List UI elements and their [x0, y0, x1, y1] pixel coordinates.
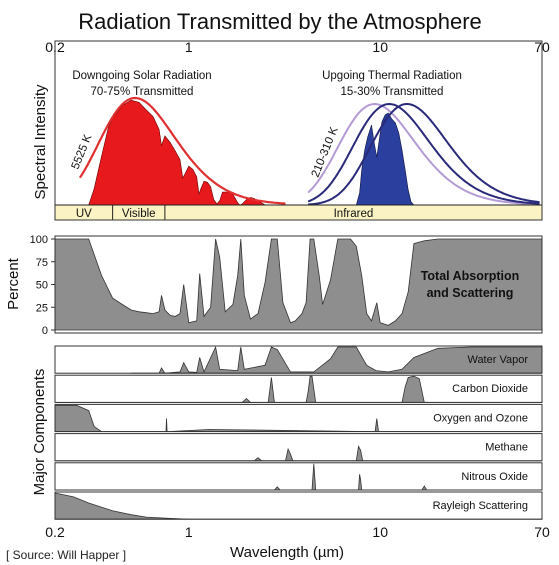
- source-note: [ Source: Will Happer ]: [6, 548, 126, 562]
- component-row-background: [55, 404, 542, 432]
- component-row-frame: [54, 345, 543, 374]
- absorption-area: [54, 238, 543, 331]
- absorption-y-tick-25: 25: [36, 302, 48, 314]
- component-area-water-vapor: [131, 345, 543, 374]
- bottom-x-tick-1: 1: [185, 524, 193, 540]
- top-x-tick-1: 1: [185, 39, 193, 55]
- components-y-label: Major Components: [31, 369, 48, 496]
- component-row-frame: [54, 462, 543, 491]
- blackbody-curve-thermal-260: [307, 102, 540, 205]
- solar-sub-label: 70-75% Transmitted: [91, 86, 194, 98]
- bottom-x-tick-10: 10: [372, 524, 388, 540]
- absorption-y-tick-0: 0: [42, 325, 48, 337]
- component-label: Carbon Dioxide: [452, 383, 528, 395]
- band-label-visible: Visible: [122, 208, 156, 220]
- component-label: Water Vapor: [467, 354, 528, 366]
- thermal-transmitted-area: [355, 112, 415, 206]
- component-row-background: [55, 492, 542, 520]
- top-x-tick-0.2: 0.2: [45, 39, 65, 55]
- component-row-frame: [54, 403, 543, 433]
- component-row-background: [55, 433, 542, 461]
- component-label: Oxygen and Ozone: [433, 412, 528, 424]
- absorption-y-label: Percent: [5, 257, 22, 310]
- solar-transmitted-area: [88, 99, 267, 206]
- chart-title: Radiation Transmitted by the Atmosphere: [78, 9, 482, 34]
- absorption-y-tick-100: 100: [30, 234, 48, 246]
- component-label: Rayleigh Scattering: [433, 500, 528, 512]
- x-axis-label: Wavelength (µm): [230, 544, 344, 561]
- spectral-panel-frame: [54, 40, 543, 221]
- component-row-frame: [54, 491, 543, 520]
- component-label: Nitrous Oxide: [461, 471, 528, 483]
- component-area-oxygen-and-ozone: [54, 405, 542, 433]
- component-row-background: [55, 462, 542, 490]
- bottom-x-tick-0.2: 0.2: [45, 524, 65, 540]
- blackbody-curve-thermal-210: [308, 103, 540, 206]
- top-x-tick-70: 70: [534, 39, 550, 55]
- blackbody-curve-solar: [78, 96, 286, 205]
- absorption-label-line1: Total Absorption: [421, 269, 520, 283]
- band-label-infrared: Infrared: [334, 208, 374, 220]
- component-row-frame: [54, 433, 543, 462]
- absorption-y-tick-50: 50: [36, 280, 48, 292]
- absorption-y-tick-75: 75: [36, 257, 48, 269]
- component-area-nitrous-oxide: [55, 463, 542, 491]
- thermal-label: Upgoing Thermal Radiation: [322, 70, 462, 82]
- component-label: Methane: [485, 442, 528, 454]
- absorption-label-line2: and Scattering: [427, 286, 514, 300]
- band-label-uv: UV: [76, 208, 92, 220]
- solar-label: Downgoing Solar Radiation: [72, 70, 211, 82]
- component-row-frame: [54, 374, 543, 403]
- bottom-x-tick-70: 70: [534, 524, 550, 540]
- top-x-tick-10: 10: [372, 39, 388, 55]
- component-row-background: [55, 375, 542, 403]
- component-area-methane: [55, 445, 542, 462]
- thermal-sub-label: 15-30% Transmitted: [341, 86, 444, 98]
- spectral-y-label: Spectral Intensity: [32, 84, 49, 200]
- blackbody-curve-thermal-310: [307, 102, 540, 206]
